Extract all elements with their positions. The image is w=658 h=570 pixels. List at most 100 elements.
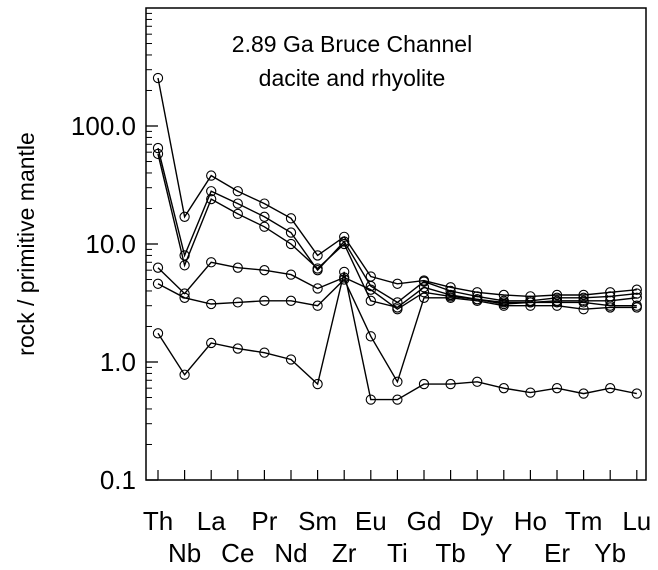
data-point <box>152 148 164 160</box>
data-point <box>259 211 270 222</box>
data-point <box>179 260 190 271</box>
data-point <box>259 295 270 306</box>
x-tick-label: Tb <box>435 538 465 568</box>
data-point <box>392 394 403 405</box>
x-tick-label: Er <box>544 538 570 568</box>
data-point <box>312 378 323 390</box>
chart-title: 2.89 Ga Bruce Channel <box>232 31 472 57</box>
data-point <box>472 376 483 387</box>
data-point <box>551 297 563 308</box>
data-point <box>206 193 217 205</box>
x-tick-label: Dy <box>461 506 493 536</box>
data-point <box>525 300 536 311</box>
data-point <box>206 170 217 181</box>
series-3 <box>152 148 642 313</box>
data-point <box>285 354 297 365</box>
data-point <box>418 276 430 287</box>
x-tick-label: Nb <box>168 538 201 568</box>
x-tick-label: Ho <box>514 506 547 536</box>
x-tick-label: Y <box>495 538 512 568</box>
data-point <box>339 266 350 278</box>
data-point <box>418 378 430 390</box>
x-tick-label: Tm <box>565 506 603 536</box>
data-point <box>525 387 536 398</box>
data-point <box>285 269 297 280</box>
data-point <box>232 198 243 209</box>
data-point <box>232 186 243 197</box>
x-tick-label: Pr <box>251 506 277 536</box>
series-line <box>157 278 637 384</box>
data-point <box>578 388 589 399</box>
series-line <box>157 271 637 401</box>
data-point <box>206 257 217 268</box>
x-tick-label: Th <box>143 506 173 536</box>
data-point <box>605 383 616 394</box>
data-point <box>285 295 297 306</box>
data-point <box>206 186 217 197</box>
data-point <box>285 213 297 224</box>
data-point <box>631 302 642 313</box>
data-point <box>179 292 190 303</box>
data-point <box>312 250 323 261</box>
data-point <box>418 292 430 303</box>
data-point <box>525 297 536 308</box>
data-point <box>445 378 456 390</box>
data-point <box>365 280 376 292</box>
data-point <box>232 297 243 308</box>
data-point <box>232 343 243 354</box>
series-line <box>157 77 637 298</box>
data-point <box>259 265 270 276</box>
data-point <box>259 221 270 232</box>
data-point <box>365 295 376 306</box>
data-point <box>578 304 589 315</box>
x-tick-label: Ti <box>387 538 408 568</box>
x-tick-label: Yb <box>594 538 626 568</box>
data-point <box>312 300 323 311</box>
y-axis-title: rock / primitive mantle <box>13 132 39 356</box>
x-tick-label: Sm <box>298 506 337 536</box>
y-tick-label: 1.0 <box>100 347 136 377</box>
data-point <box>285 238 297 250</box>
series-layer <box>152 72 642 405</box>
data-point <box>365 394 376 405</box>
data-point <box>206 298 217 310</box>
data-point <box>365 284 376 295</box>
data-point <box>418 287 430 298</box>
data-point <box>472 295 483 306</box>
data-point <box>551 300 563 311</box>
data-point <box>152 142 164 154</box>
data-point <box>339 238 350 250</box>
series-5 <box>152 274 642 387</box>
data-point <box>392 376 403 387</box>
data-point <box>232 262 243 273</box>
y-tick-label: 100.0 <box>71 111 136 141</box>
data-point <box>445 292 456 303</box>
data-point <box>605 302 616 313</box>
data-point <box>179 211 190 222</box>
data-point <box>498 300 509 311</box>
data-point <box>631 388 642 399</box>
data-point <box>179 369 190 380</box>
x-tick-label: Gd <box>407 506 442 536</box>
data-point <box>152 262 164 273</box>
data-point <box>339 236 350 247</box>
data-point <box>152 72 164 84</box>
data-point <box>551 383 563 394</box>
x-tick-label: Lu <box>622 506 651 536</box>
data-point <box>365 331 376 342</box>
data-point <box>578 297 589 308</box>
series-line <box>157 261 637 311</box>
y-tick-label: 0.1 <box>100 465 136 495</box>
x-tick-label: La <box>197 506 226 536</box>
x-tick-label: Nd <box>274 538 307 568</box>
chart-subtitle: dacite and rhyolite <box>259 65 446 91</box>
data-point <box>152 278 164 289</box>
data-point <box>392 304 403 315</box>
series-6 <box>152 266 642 405</box>
data-point <box>232 208 243 220</box>
data-point <box>206 337 217 349</box>
data-point <box>312 283 323 294</box>
series-1 <box>152 72 642 302</box>
